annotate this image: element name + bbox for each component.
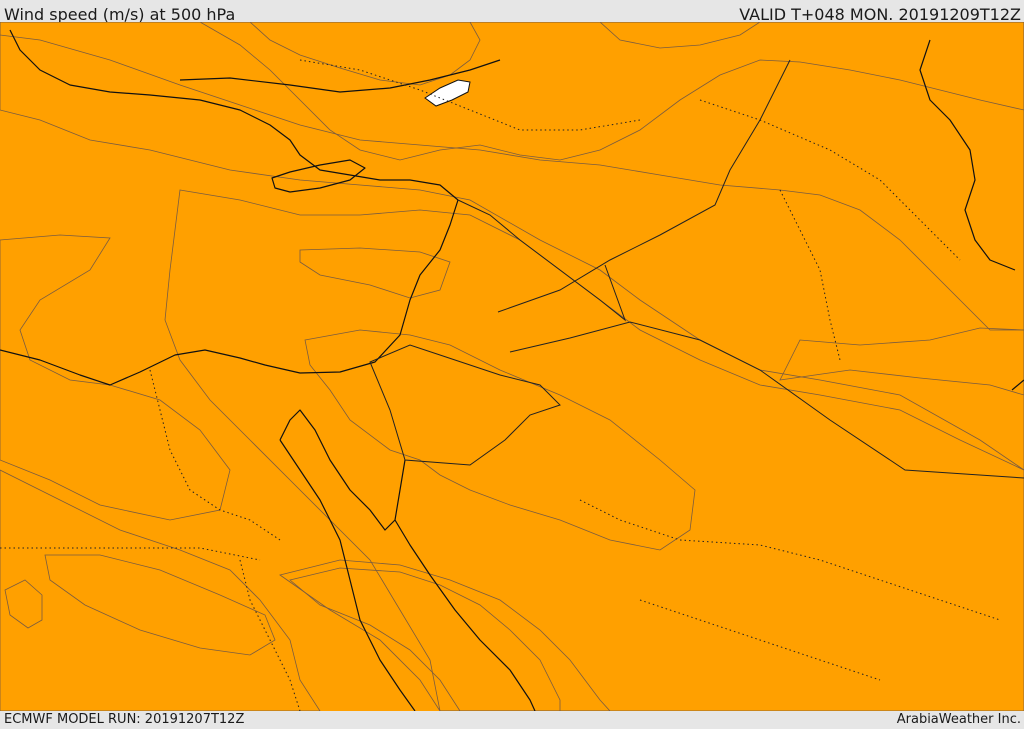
- band-peach-turkey: [249, 22, 481, 86]
- coastline-black-sea: [179, 59, 501, 93]
- border-saudi-iraq: [509, 321, 1024, 479]
- border-syria: [457, 199, 627, 322]
- map-title: Wind speed (m/s) at 500 hPa: [4, 5, 236, 24]
- coastline-gulf-of-suez: [279, 409, 396, 531]
- band-orange-southwest: [0, 469, 321, 711]
- band-yellow-gold: [0, 22, 1024, 331]
- border-jordan: [369, 344, 561, 466]
- coastline-mediterranean: [0, 199, 459, 386]
- band-yellow: [199, 22, 1024, 161]
- band-gold-north: [0, 22, 1024, 471]
- model-run-label: ECMWF MODEL RUN: 20191207T12Z: [4, 712, 245, 727]
- band-gold-east: [779, 327, 1024, 396]
- coastline-persian-gulf: [1011, 379, 1024, 391]
- band-light-orange-south: [279, 559, 611, 711]
- coastline-turkey: [9, 29, 459, 201]
- coastline-caspian: [919, 39, 1016, 271]
- lake-van: [424, 79, 471, 107]
- band-gold-south: [289, 567, 561, 711]
- credit-label: ArabiaWeather Inc.: [896, 712, 1021, 727]
- jet-core-sahara: [44, 554, 276, 656]
- coastline-cyprus: [271, 159, 366, 193]
- border-dotted-iran-east: [779, 189, 841, 361]
- band-peach-caucasus: [599, 22, 761, 49]
- border-dotted-yemen: [639, 599, 881, 681]
- border-dotted-egypt: [149, 369, 281, 541]
- coastline-red-sea-west: [279, 439, 416, 711]
- jet-core-levant: [299, 247, 451, 299]
- wind-speed-map: [0, 22, 1024, 711]
- band-gold-west: [0, 234, 231, 521]
- coastline-red-sea-east: [394, 459, 536, 711]
- band-gold-blob: [4, 579, 43, 629]
- border-dotted-saudi: [579, 499, 1001, 621]
- jet-core-arabia: [304, 329, 696, 551]
- border-iraq: [497, 59, 791, 313]
- border-dotted-sudan: [239, 559, 301, 711]
- border-dotted-libya: [0, 547, 261, 561]
- valid-time-label: VALID T+048 MON. 20191209T12Z: [739, 5, 1021, 24]
- base-field: [0, 22, 1024, 711]
